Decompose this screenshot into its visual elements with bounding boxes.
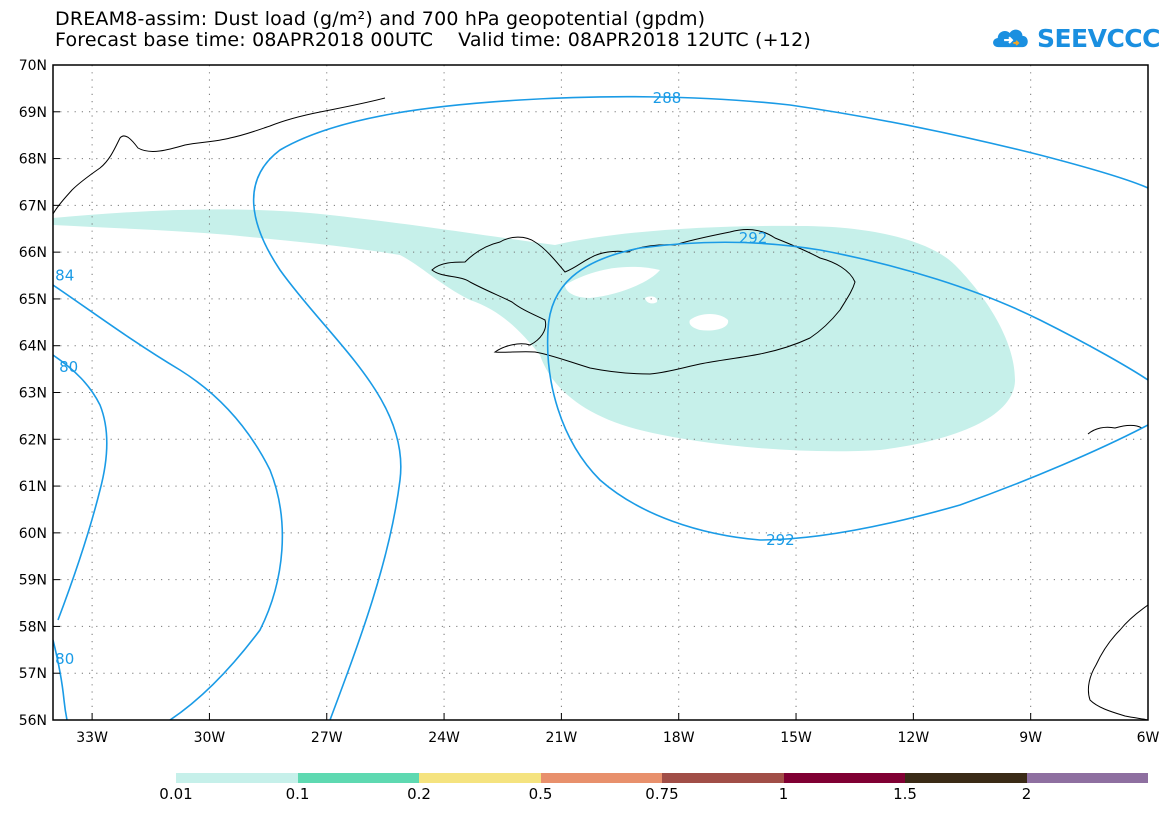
contour-280-south: [53, 639, 68, 720]
lon-label: 27W: [311, 730, 343, 746]
longitude-labels: 33W 30W 27W 24W 21W 18W 15W 12W 9W 6W: [76, 713, 1160, 746]
dust-legend-colorbar: [176, 773, 1148, 783]
colorbar-label: 0.1: [285, 785, 310, 803]
logo-text: SEEVCCC: [1036, 23, 1161, 53]
lat-label: 68N: [19, 152, 47, 168]
lon-label: 30W: [194, 730, 226, 746]
colorbar-label: 0.2: [407, 785, 431, 803]
colorbar-segment: [419, 773, 541, 783]
lat-label: 59N: [19, 573, 47, 589]
contour-label: 80: [59, 358, 78, 376]
lon-label: 6W: [1137, 730, 1160, 746]
lat-label: 70N: [19, 58, 47, 74]
dust-gap-glacier: [689, 314, 729, 331]
colorbar-label: 1: [778, 785, 789, 803]
contour-280-north: [53, 354, 108, 621]
colorbar-segment: [176, 773, 298, 783]
lat-label: 69N: [19, 105, 47, 121]
lat-label: 65N: [19, 292, 47, 308]
contour-288: [252, 95, 1148, 720]
colorbar-label: 0.75: [645, 785, 679, 803]
contour-label: 288: [653, 89, 682, 107]
colorbar-segment: [662, 773, 784, 783]
colorbar-segment: [540, 773, 662, 783]
lat-label: 66N: [19, 245, 47, 261]
dust-gap-small: [645, 296, 658, 304]
contour-292: [546, 241, 1148, 541]
colorbar-label: 1.5: [893, 785, 917, 803]
lon-label: 9W: [1019, 730, 1042, 746]
contour-284: [53, 284, 284, 720]
lat-label: 64N: [19, 339, 47, 355]
colorbar-label: 0.5: [528, 785, 553, 803]
contour-label: 292: [739, 229, 768, 247]
lon-label: 24W: [428, 730, 460, 746]
colorbar-label: 0.01: [159, 785, 193, 803]
lat-label: 58N: [19, 619, 47, 635]
contour-label: 292: [766, 531, 795, 549]
latitude-labels: 70N 69N 68N 67N 66N 65N 64N 63N 62N 61N 60N 59N 58N 5…: [19, 58, 60, 729]
geopotential-contours: [53, 95, 1148, 720]
map-subtitle: Forecast base time: 08APR2018 00UTC Vali…: [55, 29, 811, 51]
colorbar-segment: [783, 773, 905, 783]
contour-label: 84: [55, 267, 74, 285]
lat-label: 61N: [19, 479, 47, 495]
lat-label: 60N: [19, 526, 47, 542]
scotland-coast: [1087, 604, 1148, 720]
lon-label: 15W: [780, 730, 812, 746]
lat-label: 62N: [19, 432, 47, 448]
lon-label: 18W: [663, 730, 695, 746]
dust-plume: [53, 209, 1015, 452]
lat-label: 57N: [19, 666, 47, 682]
map-title: DREAM8-assim: Dust load (g/m²) and 700 h…: [55, 8, 706, 30]
lon-label: 33W: [76, 730, 108, 746]
seevccc-logo: SEEVCCC: [990, 18, 1161, 58]
cloud-icon: [993, 29, 1028, 48]
colorbar-segment: [905, 773, 1027, 783]
lat-label: 56N: [19, 713, 47, 729]
dust-load-area: [53, 209, 1015, 452]
lon-label: 21W: [546, 730, 578, 746]
contour-label: 80: [55, 650, 74, 668]
greenland-coast: [53, 97, 386, 215]
faroe-islands: [1087, 424, 1143, 435]
lon-label: 12W: [898, 730, 930, 746]
colorbar-label: 2: [1021, 785, 1032, 803]
colorbar-segment: [297, 773, 419, 783]
lat-label: 67N: [19, 198, 47, 214]
lat-label: 63N: [19, 386, 47, 402]
colorbar-segment: [1026, 773, 1148, 783]
dust-gap-north: [565, 266, 660, 298]
contour-labels: 288 292 292 84 80 80: [55, 89, 795, 668]
